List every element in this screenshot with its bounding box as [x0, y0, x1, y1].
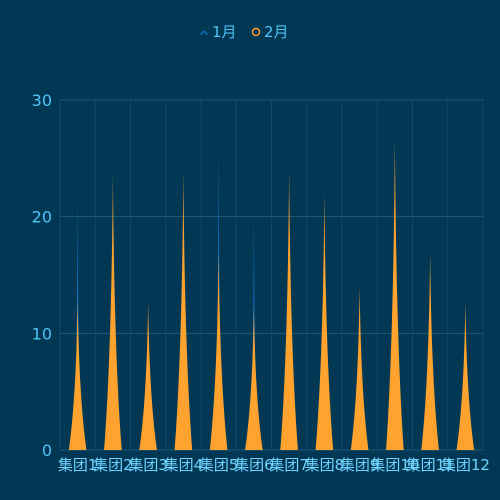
legend-label: 2月	[264, 23, 289, 41]
y-tick-label: 20	[32, 208, 52, 227]
legend-item-2[interactable]: 2月	[251, 23, 289, 41]
bar-2月-集团6[interactable]	[245, 305, 263, 450]
x-tick-label: 集团11	[406, 456, 455, 474]
bar-2月-集团12[interactable]	[456, 301, 475, 450]
x-tick-label: 集团2	[93, 456, 133, 474]
legend-marker	[251, 27, 261, 37]
x-tick-label: 集团8	[305, 456, 345, 474]
bar-2月-集团4[interactable]	[174, 172, 193, 451]
axis-layer: 0102030集团1集团2集团3集团4集团5集团6集团7集团8集团9集团10集团…	[32, 91, 490, 474]
x-tick-label: 集团7	[269, 456, 309, 474]
x-tick-label: 集团3	[128, 456, 168, 474]
bar-2月-集团3[interactable]	[139, 301, 157, 450]
x-tick-label: 集团1	[58, 456, 98, 474]
bar-2月-集团10[interactable]	[386, 138, 404, 451]
legend-item-1[interactable]: 1月	[200, 23, 237, 41]
y-tick-label: 0	[42, 441, 52, 460]
x-tick-label: 集团10	[370, 456, 419, 474]
bar-2月-集团8[interactable]	[315, 193, 334, 451]
legend[interactable]: 1月 2月	[200, 23, 289, 41]
x-tick-label: 集团5	[199, 456, 239, 474]
bar-2月-集团7[interactable]	[280, 170, 298, 450]
x-tick-label: 集团9	[340, 456, 380, 474]
series-layer	[68, 135, 475, 451]
y-tick-label: 10	[32, 324, 52, 343]
bar-2月-集团11[interactable]	[421, 254, 439, 450]
x-tick-label: 集团6	[234, 456, 274, 474]
legend-marker	[200, 30, 208, 36]
legend-label: 1月	[212, 23, 237, 41]
grid-layer	[59, 99, 484, 451]
bar-2月-集团9[interactable]	[350, 286, 369, 450]
bar-2月-集团5[interactable]	[209, 251, 228, 450]
series-2	[68, 138, 475, 451]
bar-2月-集团1[interactable]	[68, 298, 87, 450]
x-tick-label: 集团12	[441, 456, 490, 474]
y-tick-label: 30	[32, 91, 52, 110]
bar-2月-集团2[interactable]	[104, 174, 122, 450]
x-tick-label: 集团4	[164, 456, 204, 474]
